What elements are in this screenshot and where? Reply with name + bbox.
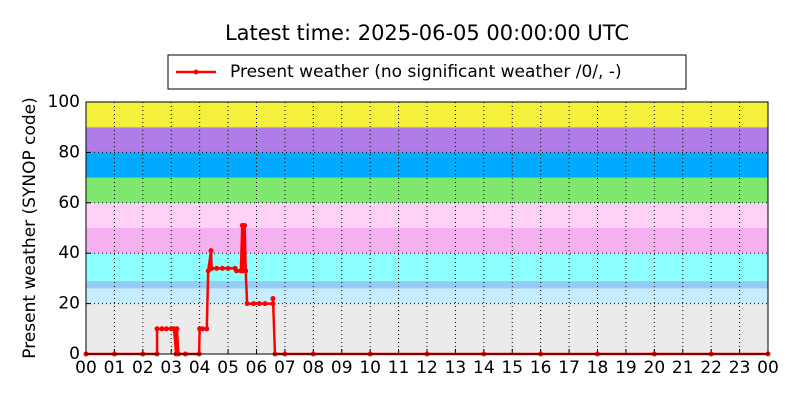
x-tick-label: 00 bbox=[75, 358, 97, 378]
x-tick-label: 16 bbox=[530, 358, 552, 378]
x-tick-label: 17 bbox=[558, 358, 580, 378]
x-tick-label: 12 bbox=[416, 358, 438, 378]
data-point bbox=[270, 296, 276, 302]
data-point bbox=[270, 301, 276, 307]
x-tick-label: 21 bbox=[672, 358, 694, 378]
data-point bbox=[205, 268, 211, 274]
x-tick-label: 14 bbox=[473, 358, 495, 378]
data-point bbox=[174, 326, 180, 332]
x-tick-label: 05 bbox=[217, 358, 239, 378]
data-point bbox=[163, 326, 169, 332]
data-point bbox=[256, 301, 262, 307]
data-point bbox=[251, 301, 257, 307]
band bbox=[86, 152, 768, 178]
y-tick-label: 100 bbox=[48, 92, 80, 112]
x-tick-label: 01 bbox=[104, 358, 126, 378]
x-tick-label: 03 bbox=[160, 358, 182, 378]
x-tick-label: 15 bbox=[501, 358, 523, 378]
x-tick-label: 18 bbox=[587, 358, 609, 378]
y-tick-label: 40 bbox=[58, 243, 80, 263]
data-point bbox=[208, 248, 214, 254]
x-tick-label: 09 bbox=[331, 358, 353, 378]
x-tick-label: 22 bbox=[700, 358, 722, 378]
x-tick-label: 20 bbox=[644, 358, 666, 378]
data-point bbox=[159, 326, 165, 332]
legend-box bbox=[167, 54, 687, 90]
data-point bbox=[204, 326, 210, 332]
data-point bbox=[241, 238, 247, 244]
band bbox=[86, 280, 768, 289]
legend-label: Present weather (no significant weather … bbox=[230, 62, 622, 82]
y-tick-label: 0 bbox=[69, 344, 80, 364]
x-tick-label: 00 bbox=[757, 358, 779, 378]
data-point bbox=[200, 326, 206, 332]
data-point bbox=[214, 265, 220, 271]
x-tick-label: 10 bbox=[359, 358, 381, 378]
data-point bbox=[154, 326, 160, 332]
x-tick-label: 08 bbox=[303, 358, 325, 378]
x-tick-label: 13 bbox=[445, 358, 467, 378]
data-point bbox=[244, 301, 250, 307]
data-point bbox=[242, 222, 248, 228]
x-tick-label: 23 bbox=[729, 358, 751, 378]
data-point bbox=[234, 268, 240, 274]
data-point bbox=[262, 301, 268, 307]
data-point bbox=[219, 265, 225, 271]
data-point bbox=[243, 268, 249, 274]
x-tick-label: 02 bbox=[132, 358, 154, 378]
band bbox=[86, 253, 768, 281]
y-tick-label: 80 bbox=[58, 142, 80, 162]
x-tick-label: 07 bbox=[274, 358, 296, 378]
band bbox=[86, 228, 768, 254]
band bbox=[86, 127, 768, 153]
x-tick-label: 19 bbox=[615, 358, 637, 378]
data-point bbox=[225, 265, 231, 271]
data-point bbox=[209, 265, 215, 271]
y-tick-label: 60 bbox=[58, 193, 80, 213]
y-axis-label: Present weather (SYNOP code) bbox=[20, 97, 40, 358]
band bbox=[86, 288, 768, 304]
x-tick-label: 11 bbox=[388, 358, 410, 378]
chart-title: Latest time: 2025-06-05 00:00:00 UTC bbox=[225, 21, 629, 45]
plot-frame bbox=[85, 101, 769, 355]
y-tick-label: 20 bbox=[58, 294, 80, 314]
legend-marker bbox=[193, 69, 199, 75]
x-tick-label: 06 bbox=[246, 358, 268, 378]
x-tick-label: 04 bbox=[189, 358, 211, 378]
